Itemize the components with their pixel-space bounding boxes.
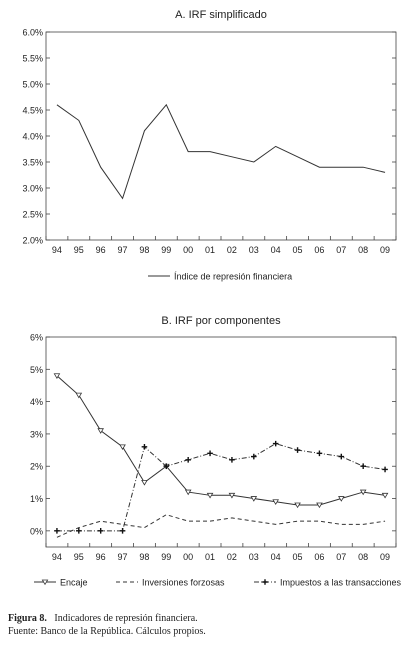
chart-title: A. IRF simplificado <box>175 9 267 21</box>
x-tick-label: 98 <box>139 245 149 255</box>
x-tick-label: 97 <box>118 552 128 562</box>
data-point-encaje <box>206 492 214 499</box>
data-point-impuestos-a-las-transacciones <box>163 463 170 470</box>
data-point-impuestos-a-las-transacciones <box>382 466 388 473</box>
data-point-impuestos-a-las-transacciones <box>316 450 323 457</box>
x-tick-label: 06 <box>314 552 324 562</box>
data-point-impuestos-a-las-transacciones <box>294 447 301 453</box>
data-point-impuestos-a-las-transacciones <box>229 456 235 463</box>
x-tick-label: 03 <box>249 245 259 255</box>
figure-title: Indicadores de represión financiera. <box>54 613 198 624</box>
data-point-encaje <box>294 502 301 509</box>
x-tick-label: 06 <box>314 245 324 255</box>
figure-label: Figura 8. <box>8 613 47 624</box>
y-tick-label: 4.0% <box>22 132 43 142</box>
data-point-impuestos-a-las-transacciones <box>338 453 345 460</box>
y-tick-label: 0% <box>30 526 43 536</box>
x-tick-label: 02 <box>227 245 237 255</box>
y-tick-label: 5% <box>30 365 43 375</box>
data-point-encaje <box>316 502 323 509</box>
x-tick-label: 00 <box>183 245 193 255</box>
legend-label: Impuestos a las transacciones <box>280 578 402 588</box>
y-tick-label: 2.5% <box>22 210 43 220</box>
data-point-encaje <box>53 373 61 379</box>
data-point-encaje <box>381 492 389 499</box>
y-tick-label: 6.0% <box>22 28 43 38</box>
x-tick-label: 99 <box>161 552 171 562</box>
x-tick-label: 05 <box>293 245 303 255</box>
y-tick-label: 3.0% <box>22 184 43 194</box>
y-tick-label: 2% <box>30 462 43 472</box>
y-tick-label: 3% <box>30 429 43 439</box>
legend-label: Índice de represión financiera <box>174 272 292 282</box>
y-tick-label: 2.0% <box>22 236 43 246</box>
x-tick-label: 04 <box>271 552 281 562</box>
y-tick-label: 4.5% <box>22 106 43 116</box>
data-point-impuestos-a-las-transacciones <box>97 528 104 534</box>
data-point-encaje <box>97 428 104 434</box>
x-tick-label: 96 <box>96 552 106 562</box>
x-tick-label: 95 <box>74 552 84 562</box>
data-point-impuestos-a-las-transacciones <box>119 528 126 534</box>
x-tick-label: 99 <box>161 245 171 255</box>
x-tick-label: 09 <box>380 245 390 255</box>
data-point-encaje <box>228 492 236 499</box>
series-line-inversiones-forzosas <box>56 514 386 538</box>
data-point-encaje <box>338 496 345 502</box>
data-point-impuestos-a-las-transacciones <box>251 453 257 460</box>
x-tick-label: 08 <box>358 552 368 562</box>
data-point-encaje <box>141 479 148 486</box>
data-point-impuestos-a-las-transacciones <box>185 456 191 463</box>
x-tick-label: 08 <box>358 245 368 255</box>
data-point-impuestos-a-las-transacciones <box>141 444 148 450</box>
x-tick-label: 97 <box>118 245 128 255</box>
y-tick-label: 3.5% <box>22 158 43 168</box>
x-tick-label: 03 <box>249 552 259 562</box>
chart-title: B. IRF por componentes <box>161 315 281 327</box>
x-tick-label: 00 <box>183 552 193 562</box>
data-point-encaje <box>272 499 279 505</box>
legend-marker <box>262 579 268 585</box>
x-tick-label: 09 <box>380 552 390 562</box>
figure-source: Fuente: Banco de la República. Cálculos … <box>8 626 206 637</box>
x-tick-label: 96 <box>96 245 106 255</box>
x-tick-label: 94 <box>52 552 62 562</box>
y-tick-label: 6% <box>30 333 43 343</box>
x-tick-label: 05 <box>293 552 303 562</box>
figure-caption: Figura 8. Indicadores de represión finan… <box>8 612 206 638</box>
x-tick-label: 01 <box>205 552 215 562</box>
x-tick-label: 95 <box>74 245 84 255</box>
data-point-encaje <box>119 444 126 451</box>
data-point-encaje <box>359 489 367 496</box>
series-line-encaje <box>56 375 386 506</box>
legend-marker <box>41 579 49 586</box>
plot-frame <box>45 336 397 548</box>
data-point-encaje <box>184 489 192 496</box>
y-tick-label: 5.0% <box>22 80 43 90</box>
data-point-impuestos-a-las-transacciones <box>207 450 213 457</box>
series-line-impuestos-a-las-transacciones <box>56 443 386 532</box>
plot-frame <box>45 31 397 241</box>
data-point-impuestos-a-las-transacciones <box>76 528 82 534</box>
x-tick-label: 04 <box>271 245 281 255</box>
legend-label: Inversiones forzosas <box>142 578 225 588</box>
x-tick-label: 94 <box>52 245 62 255</box>
data-point-impuestos-a-las-transacciones <box>54 528 60 534</box>
series-line-ndice-de-represi-n-financiera <box>56 103 386 200</box>
x-tick-label: 02 <box>227 552 237 562</box>
data-point-encaje <box>75 392 83 399</box>
x-tick-label: 07 <box>336 245 346 255</box>
data-point-encaje <box>250 496 258 502</box>
y-tick-label: 1% <box>30 494 43 504</box>
y-tick-label: 5.5% <box>22 54 43 64</box>
legend-label: Encaje <box>60 578 88 588</box>
x-tick-label: 98 <box>139 552 149 562</box>
x-tick-label: 07 <box>336 552 346 562</box>
data-point-impuestos-a-las-transacciones <box>272 440 279 447</box>
data-point-impuestos-a-las-transacciones <box>360 463 366 470</box>
y-tick-label: 4% <box>30 397 43 407</box>
x-tick-label: 01 <box>205 245 215 255</box>
